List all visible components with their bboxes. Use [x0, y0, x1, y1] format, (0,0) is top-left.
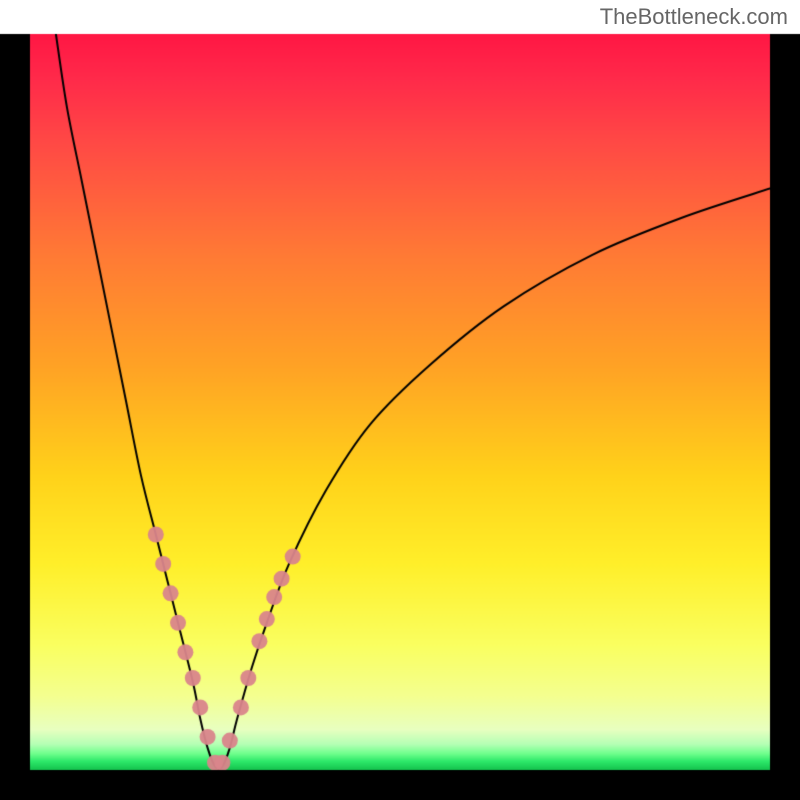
bottleneck-curve-chart: [0, 0, 800, 800]
watermark-text: TheBottleneck.com: [600, 4, 788, 30]
